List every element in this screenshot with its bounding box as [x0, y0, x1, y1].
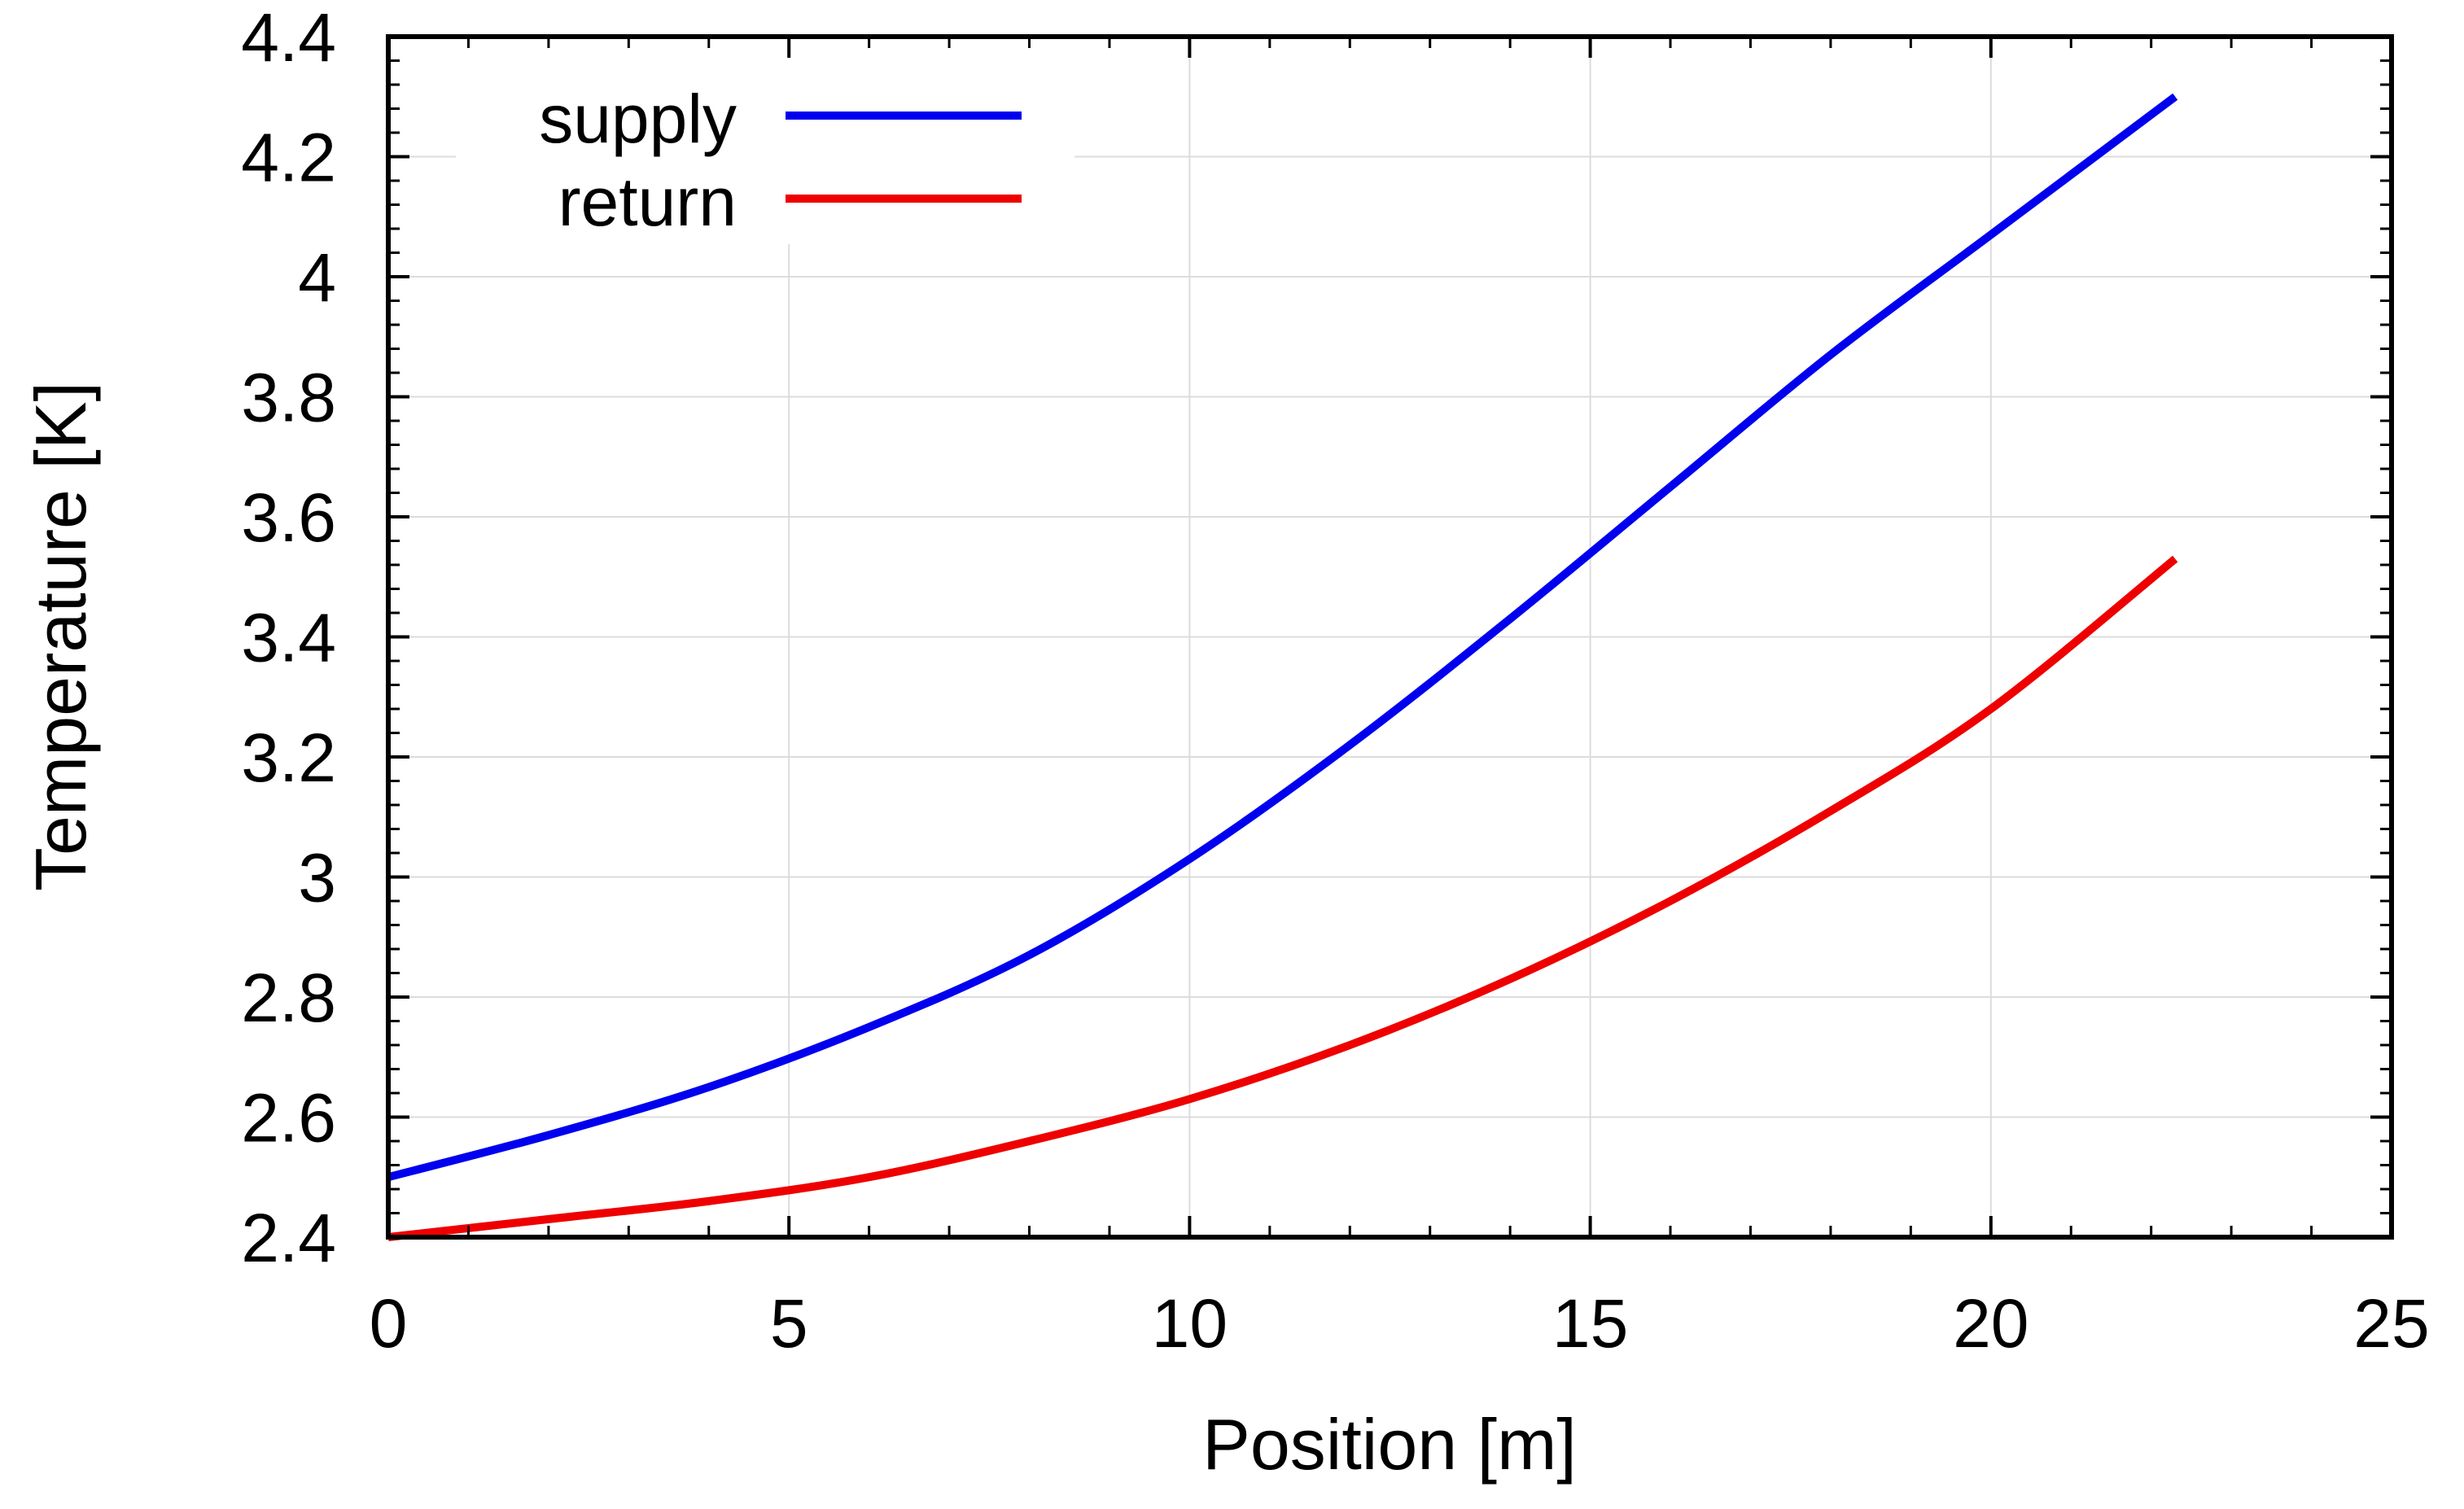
y-tick-label: 2.8 [241, 960, 336, 1036]
legend: supply return [456, 57, 1074, 244]
legend-label-return: return [558, 164, 737, 240]
y-tick-label: 3.6 [241, 479, 336, 556]
y-tick-label: 4.2 [241, 120, 336, 196]
y-axis-label: Temperature [K] [20, 382, 101, 891]
series-layer [387, 93, 2178, 1241]
y-tick-label: 4 [298, 239, 336, 316]
x-tick-label: 10 [1152, 1285, 1228, 1362]
y-tick-label: 3.2 [241, 720, 336, 796]
plot-frame [386, 34, 2394, 1240]
series-line-return [387, 555, 2178, 1241]
x-tick-label: 15 [1552, 1285, 1628, 1362]
y-tick-label: 3 [298, 840, 336, 916]
legend-label-supply: supply [539, 81, 737, 157]
legend-background [456, 57, 1074, 244]
x-tick-label: 20 [1953, 1285, 2029, 1362]
x-tick-label: 25 [2353, 1285, 2429, 1362]
y-tick-label: 2.6 [241, 1080, 336, 1157]
x-tick-label: 0 [370, 1285, 408, 1362]
y-tick-label: 4.4 [241, 0, 336, 76]
x-tick-label: 5 [770, 1285, 808, 1362]
y-tick-label: 3.8 [241, 360, 336, 436]
tick-labels: 0 5 10 15 20 25 2.4 2.6 2.8 3 3.2 3.4 3.6 3.8 4 4.2 4.4 [241, 0, 2430, 1362]
y-tick-label: 3.4 [241, 600, 336, 676]
x-axis-label: Position [m] [1202, 1404, 1577, 1485]
series-line-supply [387, 93, 2178, 1182]
y-tick-label: 2.4 [241, 1200, 336, 1276]
